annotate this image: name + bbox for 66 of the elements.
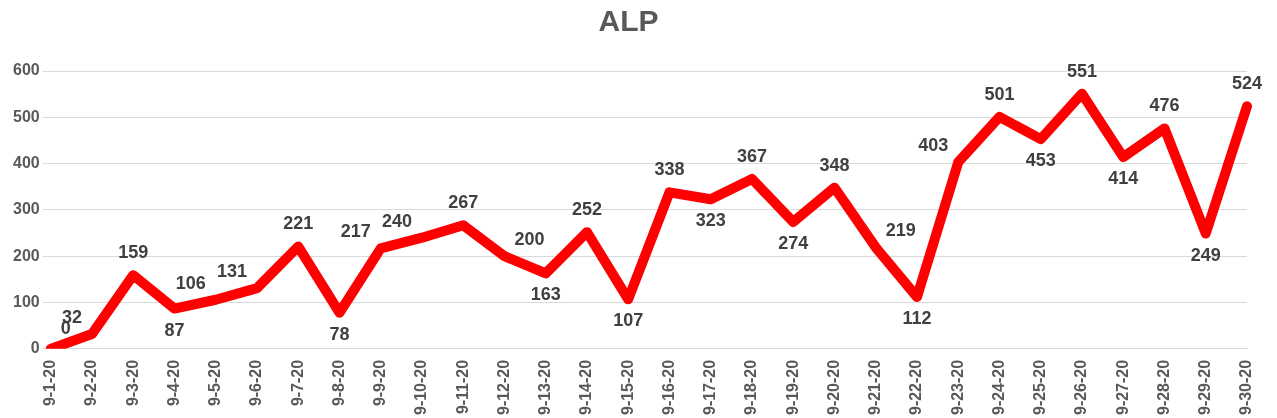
data-label: 78 — [329, 323, 350, 344]
x-tick-label: 9-22-20 — [907, 359, 925, 416]
x-tick-label: 9-27-20 — [1113, 359, 1131, 416]
x-tick-label: 9-4-20 — [164, 359, 182, 407]
y-tick-label: 100 — [12, 292, 40, 310]
x-tick-label: 9-15-20 — [618, 359, 636, 416]
x-tick-label: 9-11-20 — [453, 359, 471, 415]
x-tick-label: 9-18-20 — [742, 359, 760, 416]
y-tick-label: 200 — [12, 246, 40, 264]
x-tick-label: 9-21-20 — [866, 359, 884, 416]
x-tick-label: 9-17-20 — [701, 359, 719, 416]
x-tick-label: 9-7-20 — [288, 359, 306, 407]
x-tick-label: 9-28-20 — [1154, 359, 1172, 416]
data-label: 252 — [571, 199, 602, 220]
data-label: 87 — [164, 319, 185, 340]
x-tick-label: 9-23-20 — [948, 359, 966, 416]
data-label: 476 — [1149, 95, 1180, 116]
data-label: 414 — [1108, 168, 1139, 189]
data-label: 551 — [1066, 60, 1098, 81]
data-label: 338 — [654, 159, 685, 180]
x-tick-label: 9-6-20 — [247, 359, 265, 407]
y-tick-label: 0 — [30, 339, 40, 357]
data-label: 501 — [984, 83, 1015, 104]
data-label: 163 — [530, 284, 561, 305]
data-label: 107 — [613, 310, 644, 331]
x-tick-label: 9-30-20 — [1237, 359, 1255, 416]
x-tick-label: 9-5-20 — [206, 359, 224, 407]
x-tick-label: 9-14-20 — [577, 359, 595, 416]
x-tick-label: 9-2-20 — [82, 359, 100, 407]
x-tick-label: 9-19-20 — [783, 359, 801, 416]
data-label: 219 — [885, 220, 916, 241]
data-label: 159 — [118, 242, 149, 263]
y-tick-label: 600 — [12, 61, 40, 79]
x-tick-label: 9-20-20 — [824, 359, 842, 416]
chart-title: ALP — [598, 4, 659, 38]
data-label: 403 — [918, 135, 949, 156]
data-label: 217 — [340, 221, 371, 242]
x-tick-label: 9-13-20 — [536, 359, 554, 416]
x-tick-label: 9-10-20 — [412, 359, 430, 416]
data-label: 367 — [736, 145, 767, 166]
data-label: 323 — [695, 210, 726, 231]
x-tick-label: 9-1-20 — [41, 359, 59, 407]
data-label: 112 — [902, 307, 932, 328]
data-label: 240 — [381, 210, 412, 231]
data-label: 274 — [778, 232, 809, 253]
data-label: 524 — [1231, 73, 1263, 94]
data-label: 453 — [1025, 150, 1056, 171]
x-tick-label: 9-9-20 — [371, 359, 389, 407]
data-label: 267 — [448, 192, 479, 213]
data-label: 348 — [819, 154, 850, 175]
x-tick-label: 9-16-20 — [659, 359, 677, 416]
x-tick-label: 9-24-20 — [989, 359, 1007, 416]
data-label: 200 — [514, 229, 545, 250]
x-tick-label: 9-8-20 — [329, 359, 347, 407]
data-label: 249 — [1190, 244, 1221, 265]
x-tick-label: 9-29-20 — [1196, 359, 1214, 416]
y-tick-label: 300 — [12, 200, 40, 218]
x-tick-label: 9-25-20 — [1031, 359, 1049, 416]
x-tick-label: 9-3-20 — [123, 359, 141, 407]
data-label: 131 — [216, 261, 247, 282]
y-tick-label: 400 — [12, 154, 40, 172]
data-label: 106 — [175, 272, 206, 293]
data-label: 221 — [283, 213, 314, 234]
y-tick-label: 500 — [12, 107, 40, 125]
x-tick-label: 9-12-20 — [494, 359, 512, 416]
x-tick-label: 9-26-20 — [1072, 359, 1090, 416]
